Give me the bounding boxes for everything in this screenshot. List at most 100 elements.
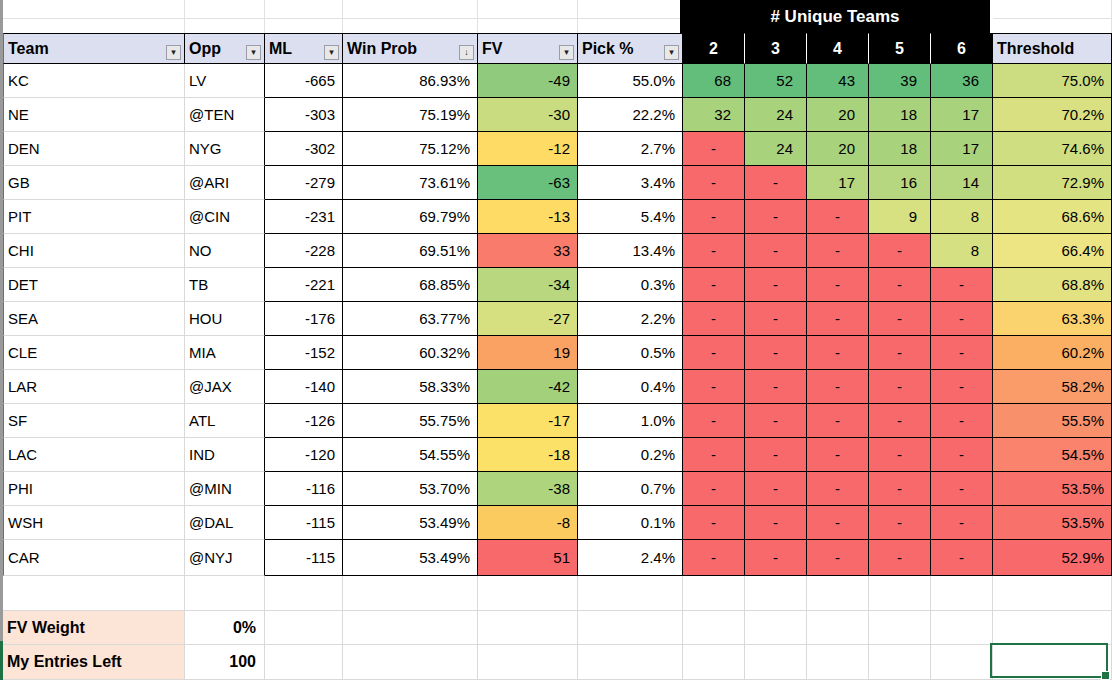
- cell-win-prob[interactable]: 54.55%: [343, 438, 478, 472]
- cell-pick-pct[interactable]: 3.4%: [578, 166, 683, 200]
- cell-pick-pct[interactable]: 0.2%: [578, 438, 683, 472]
- cell-ml[interactable]: -279: [265, 166, 343, 200]
- cell-unique-5[interactable]: -: [869, 268, 931, 302]
- cell-unique-5[interactable]: -: [869, 438, 931, 472]
- empty-cell[interactable]: [745, 576, 807, 611]
- cell-ml[interactable]: -176: [265, 302, 343, 336]
- cell-fv[interactable]: -49: [478, 64, 578, 98]
- cell-unique-3[interactable]: -: [745, 166, 807, 200]
- cell-unique-5[interactable]: -: [869, 370, 931, 404]
- empty-cell[interactable]: [343, 19, 478, 33]
- header-unique-2[interactable]: 2: [683, 33, 745, 64]
- cell-team[interactable]: SF: [3, 404, 185, 438]
- cell-team[interactable]: PHI: [3, 472, 185, 506]
- cell-unique-5[interactable]: 39: [869, 64, 931, 98]
- cell-opp[interactable]: NYG: [185, 132, 265, 166]
- empty-cell[interactable]: [745, 645, 807, 680]
- header-unique-3[interactable]: 3: [745, 33, 807, 64]
- cell-unique-4[interactable]: -: [807, 472, 869, 506]
- cell-fv[interactable]: -63: [478, 166, 578, 200]
- cell-opp[interactable]: TB: [185, 268, 265, 302]
- cell-unique-5[interactable]: -: [869, 506, 931, 540]
- empty-cell[interactable]: [807, 576, 869, 611]
- cell-unique-6[interactable]: -: [931, 438, 993, 472]
- empty-cell[interactable]: [478, 576, 578, 611]
- cell-opp[interactable]: @JAX: [185, 370, 265, 404]
- cell-pick-pct[interactable]: 13.4%: [578, 234, 683, 268]
- cell-unique-6[interactable]: -: [931, 404, 993, 438]
- cell-unique-4[interactable]: -: [807, 404, 869, 438]
- cell-pick-pct[interactable]: 1.0%: [578, 404, 683, 438]
- cell-unique-2[interactable]: -: [683, 166, 745, 200]
- empty-cell[interactable]: [869, 576, 931, 611]
- cell-unique-6[interactable]: -: [931, 336, 993, 370]
- cell-unique-2[interactable]: 68: [683, 64, 745, 98]
- empty-cell[interactable]: [578, 19, 683, 33]
- cell-win-prob[interactable]: 86.93%: [343, 64, 478, 98]
- cell-pick-pct[interactable]: 2.2%: [578, 302, 683, 336]
- cell-pick-pct[interactable]: 0.1%: [578, 506, 683, 540]
- header-threshold[interactable]: Threshold: [993, 33, 1112, 64]
- empty-cell[interactable]: [807, 611, 869, 645]
- cell-unique-2[interactable]: -: [683, 540, 745, 576]
- cell-opp[interactable]: @ARI: [185, 166, 265, 200]
- cell-unique-3[interactable]: -: [745, 370, 807, 404]
- cell-unique-6[interactable]: 8: [931, 234, 993, 268]
- cell-unique-5[interactable]: 16: [869, 166, 931, 200]
- cell-unique-5[interactable]: 18: [869, 98, 931, 132]
- cell-opp[interactable]: @TEN: [185, 98, 265, 132]
- cell-pick-pct[interactable]: 0.5%: [578, 336, 683, 370]
- cell-fv[interactable]: -38: [478, 472, 578, 506]
- cell-unique-4[interactable]: 20: [807, 98, 869, 132]
- cell-threshold[interactable]: 66.4%: [993, 234, 1112, 268]
- cell-team[interactable]: WSH: [3, 506, 185, 540]
- cell-win-prob[interactable]: 53.49%: [343, 540, 478, 576]
- cell-unique-6[interactable]: -: [931, 540, 993, 576]
- cell-unique-2[interactable]: -: [683, 132, 745, 166]
- cell-threshold[interactable]: 74.6%: [993, 132, 1112, 166]
- empty-cell[interactable]: [3, 19, 185, 33]
- cell-unique-3[interactable]: -: [745, 506, 807, 540]
- cell-opp[interactable]: HOU: [185, 302, 265, 336]
- empty-cell[interactable]: [869, 645, 931, 680]
- cell-win-prob[interactable]: 55.75%: [343, 404, 478, 438]
- cell-team[interactable]: CAR: [3, 540, 185, 576]
- cell-ml[interactable]: -126: [265, 404, 343, 438]
- cell-ml[interactable]: -115: [265, 506, 343, 540]
- filter-button-fv[interactable]: ▾: [559, 45, 574, 60]
- entries-left-value[interactable]: 100: [185, 645, 265, 680]
- empty-cell[interactable]: [683, 611, 745, 645]
- cell-fv[interactable]: -27: [478, 302, 578, 336]
- cell-unique-3[interactable]: -: [745, 404, 807, 438]
- cell-pick-pct[interactable]: 5.4%: [578, 200, 683, 234]
- cell-opp[interactable]: MIA: [185, 336, 265, 370]
- empty-cell[interactable]: [931, 645, 993, 680]
- cell-pick-pct[interactable]: 55.0%: [578, 64, 683, 98]
- header-fv[interactable]: FV ▾: [478, 33, 578, 64]
- empty-cell[interactable]: [683, 645, 745, 680]
- cell-unique-3[interactable]: -: [745, 302, 807, 336]
- cell-threshold[interactable]: 53.5%: [993, 506, 1112, 540]
- cell-unique-4[interactable]: -: [807, 302, 869, 336]
- cell-threshold[interactable]: 63.3%: [993, 302, 1112, 336]
- cell-fv[interactable]: -12: [478, 132, 578, 166]
- cell-unique-3[interactable]: -: [745, 234, 807, 268]
- cell-threshold[interactable]: 72.9%: [993, 166, 1112, 200]
- cell-ml[interactable]: -665: [265, 64, 343, 98]
- cell-team[interactable]: KC: [3, 64, 185, 98]
- empty-cell[interactable]: [478, 645, 578, 680]
- cell-unique-3[interactable]: -: [745, 472, 807, 506]
- cell-win-prob[interactable]: 73.61%: [343, 166, 478, 200]
- empty-cell[interactable]: [3, 0, 185, 19]
- cell-threshold[interactable]: 55.5%: [993, 404, 1112, 438]
- cell-threshold[interactable]: 53.5%: [993, 472, 1112, 506]
- empty-cell[interactable]: [343, 611, 478, 645]
- empty-cell[interactable]: [185, 0, 265, 19]
- cell-unique-2[interactable]: -: [683, 336, 745, 370]
- cell-win-prob[interactable]: 58.33%: [343, 370, 478, 404]
- cell-unique-4[interactable]: -: [807, 506, 869, 540]
- cell-fv[interactable]: -34: [478, 268, 578, 302]
- cell-pick-pct[interactable]: 2.7%: [578, 132, 683, 166]
- cell-ml[interactable]: -303: [265, 98, 343, 132]
- cell-opp[interactable]: LV: [185, 64, 265, 98]
